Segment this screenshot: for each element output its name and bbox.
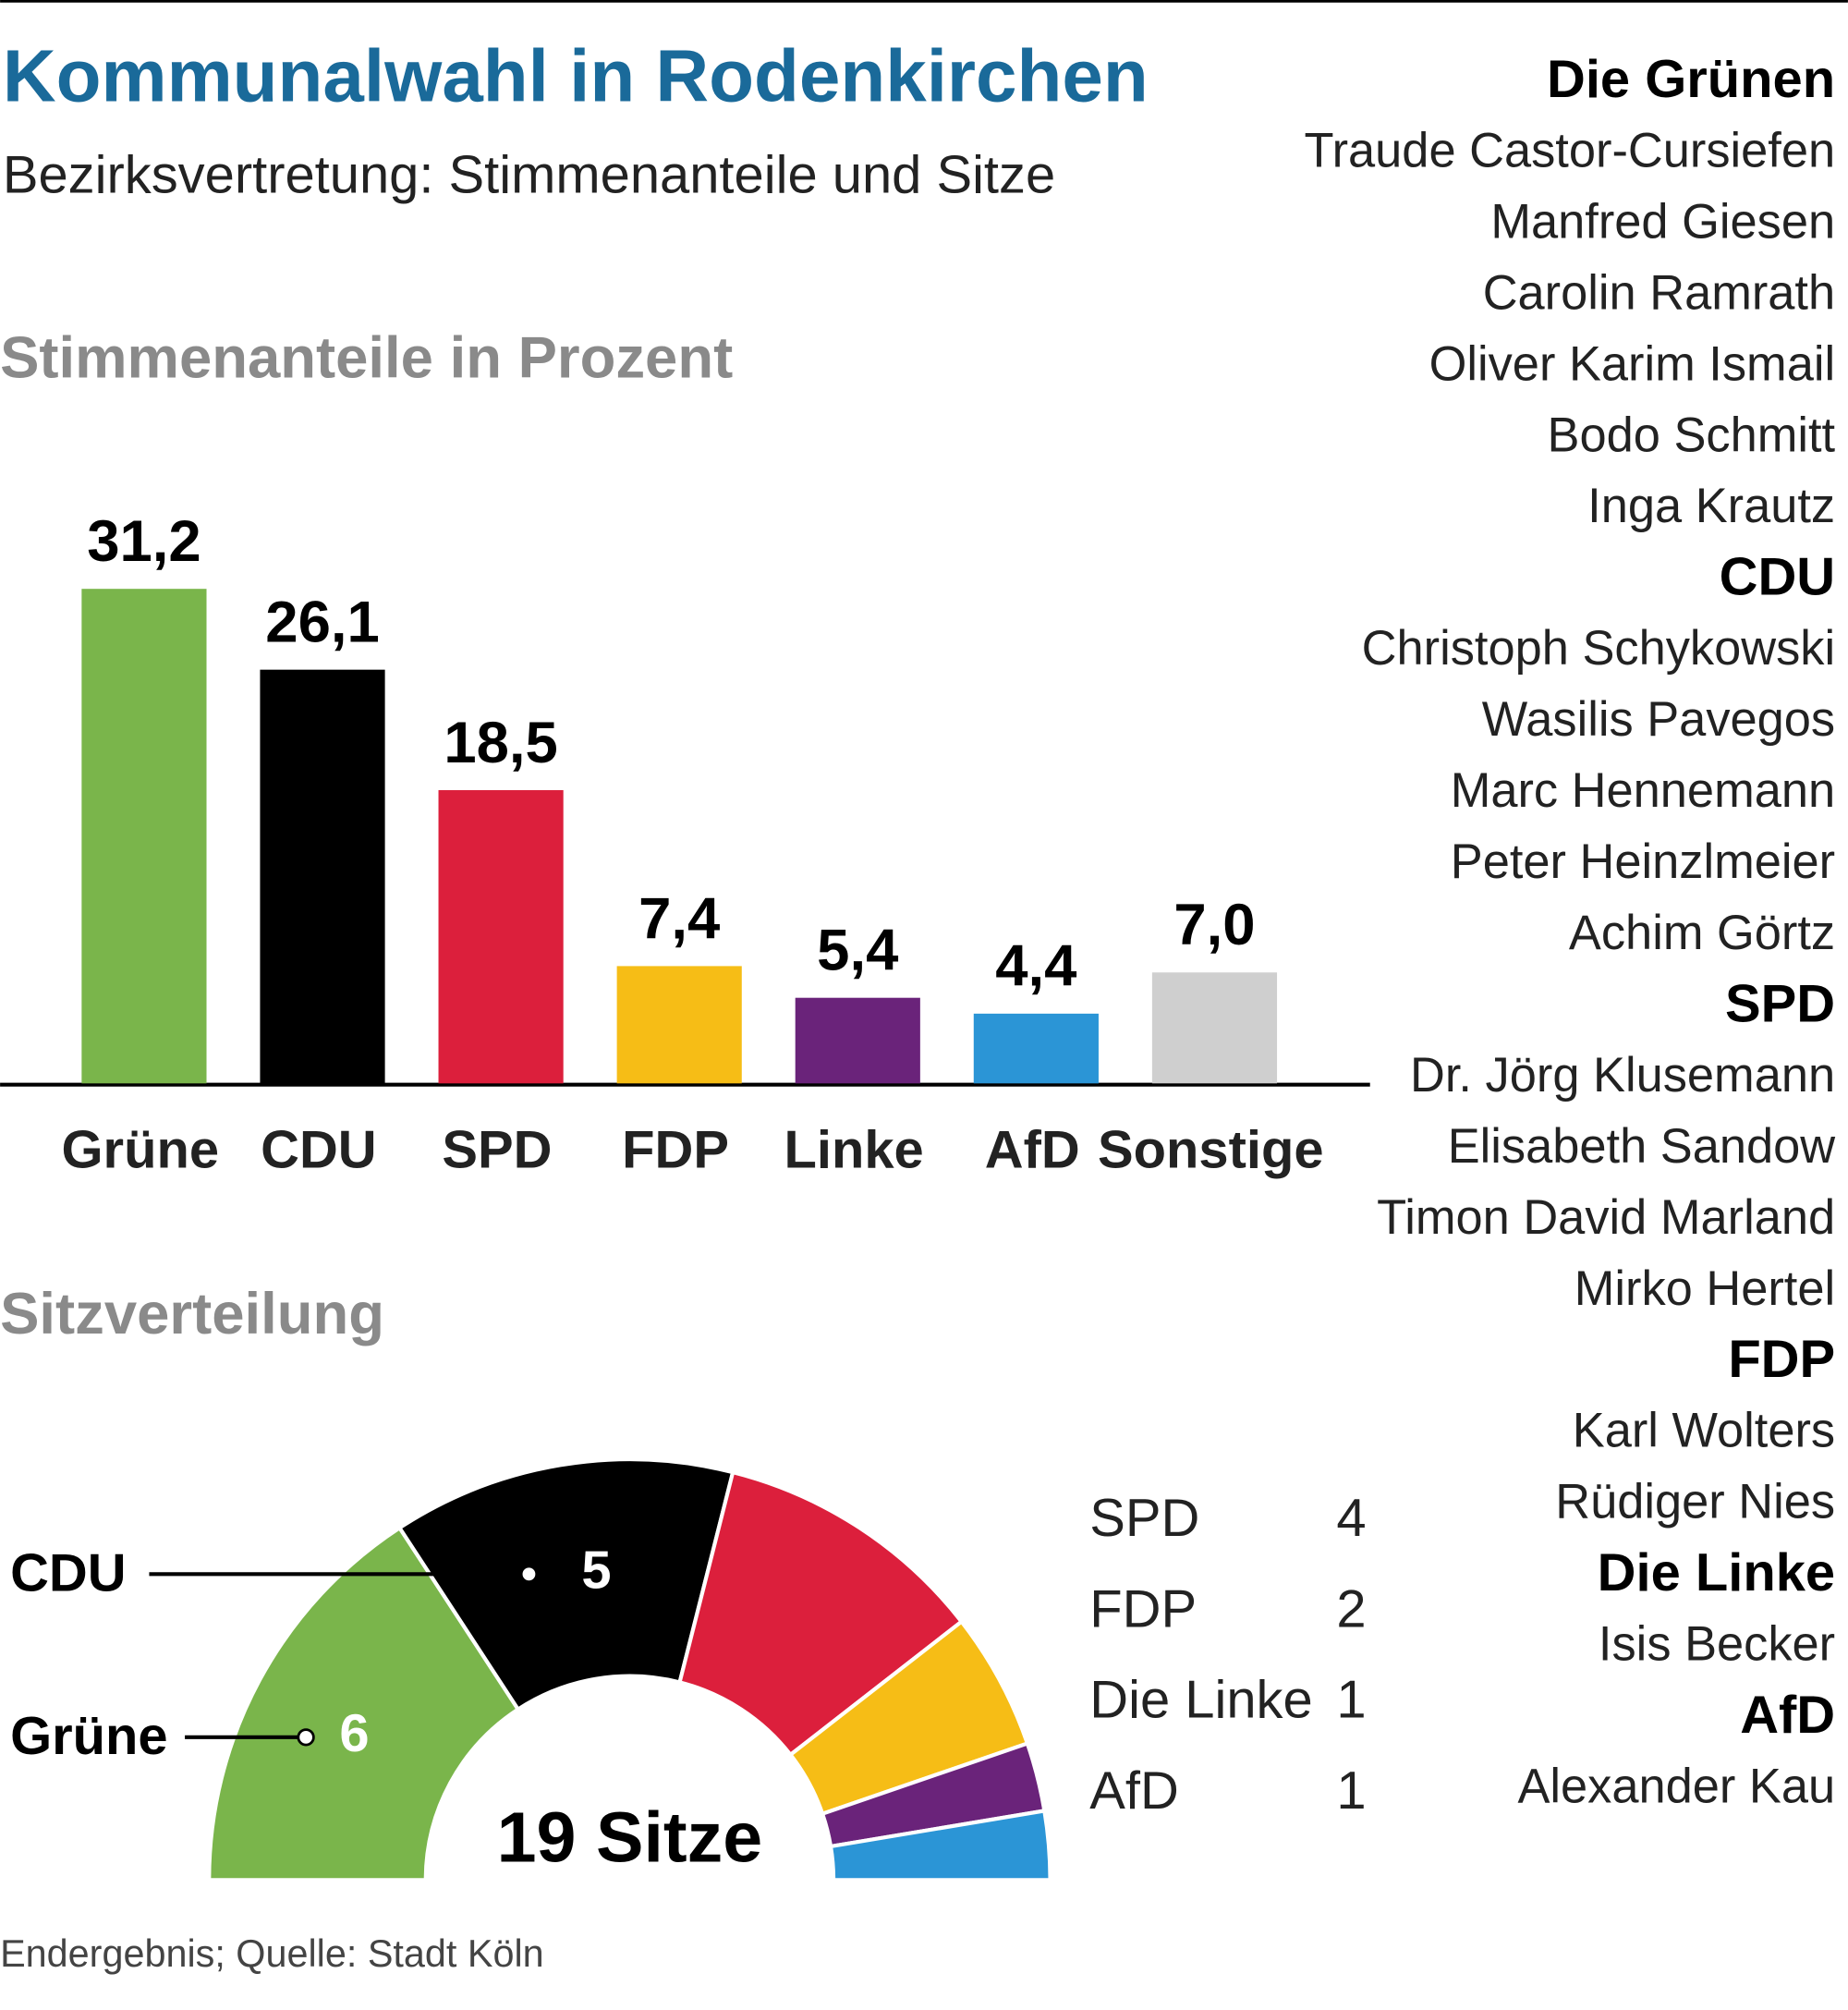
party-heading: Die Linke [1598,1543,1835,1602]
seat-count: 6 [339,1704,369,1763]
member-name: Carolin Ramrath [1483,266,1835,320]
party-heading: Die Grünen [1547,50,1835,109]
legend-label: FDP [1089,1579,1197,1638]
member-name: Mirko Hertel [1574,1262,1835,1316]
bar [973,1013,1099,1084]
member-name: Inga Krautz [1587,480,1835,533]
seat-segment [207,1525,521,1882]
party-heading: SPD [1725,974,1835,1033]
bar [616,966,742,1084]
member-name: Karl Wolters [1573,1405,1835,1458]
value-label: 7,0 [1173,893,1255,957]
party-heading: AfD [1740,1686,1835,1745]
bar [260,669,385,1084]
member-name: Christoph Schykowski [1362,622,1835,676]
member-name: Achim Görtz [1569,907,1835,960]
category-label: AfD [985,1120,1080,1179]
member-name: Elisabeth Sandow [1448,1120,1836,1174]
category-label: SPD [442,1120,552,1179]
category-label: Grüne [62,1120,220,1179]
legend-label: SPD [1089,1489,1199,1548]
party-heading: CDU [1720,548,1835,607]
member-name: Peter Heinzlmeier [1451,835,1835,889]
legend-value: 1 [1336,1761,1366,1821]
member-name: Bodo Schmitt [1548,408,1836,462]
callout-label: Grüne [10,1707,168,1766]
member-name: Manfred Giesen [1490,195,1835,249]
callout-dot [297,1728,315,1747]
legend-value: 2 [1336,1579,1366,1638]
value-label: 26,1 [265,591,379,655]
bar [795,997,920,1084]
source: Endergebnis; Quelle: Stadt Köln [0,1932,544,1975]
value-label: 7,4 [638,886,720,951]
member-name: Oliver Karim Ismail [1429,337,1836,391]
bar [438,790,564,1084]
category-label: CDU [261,1120,376,1179]
seat-segment [677,1469,965,1758]
legend-value: 1 [1336,1671,1366,1730]
party-heading: FDP [1728,1330,1835,1389]
value-label: 31,2 [87,509,201,574]
callout-dot [519,1565,539,1583]
seat-count: 5 [581,1541,611,1601]
category-label: Sonstige [1098,1120,1324,1179]
category-label: Linke [784,1120,924,1179]
bar [1151,972,1278,1084]
member-name: Wasilis Pavegos [1482,693,1835,747]
category-label: FDP [622,1120,729,1179]
center-label: 19 Sitze [497,1798,763,1878]
bar [81,589,207,1084]
member-name: Rüdiger Nies [1555,1476,1835,1529]
member-name: Dr. Jörg Klusemann [1410,1049,1835,1102]
section-title: Stimmenanteile in Prozent [0,325,733,390]
callout-label: CDU [10,1543,126,1602]
member-name: Timon David Marland [1377,1191,1835,1245]
seat-segment [396,1457,736,1712]
seat-segment [828,1809,1052,1882]
member-name: Isis Becker [1599,1618,1835,1672]
value-label: 5,4 [817,919,898,983]
section-title: Sitzverteilung [0,1282,384,1346]
title: Kommunalwahl in Rodenkirchen [3,34,1149,116]
subtitle: Bezirksvertretung: Stimmenanteile und Si… [3,145,1055,204]
legend-label: Die Linke [1089,1671,1312,1730]
member-name: Marc Hennemann [1451,764,1835,818]
legend-value: 4 [1336,1489,1366,1548]
member-name: Traude Castor-Cursiefen [1305,124,1836,177]
legend-label: AfD [1089,1761,1179,1821]
member-name: Alexander Kau [1517,1760,1835,1814]
value-label: 4,4 [995,934,1076,999]
value-label: 18,5 [444,711,557,775]
